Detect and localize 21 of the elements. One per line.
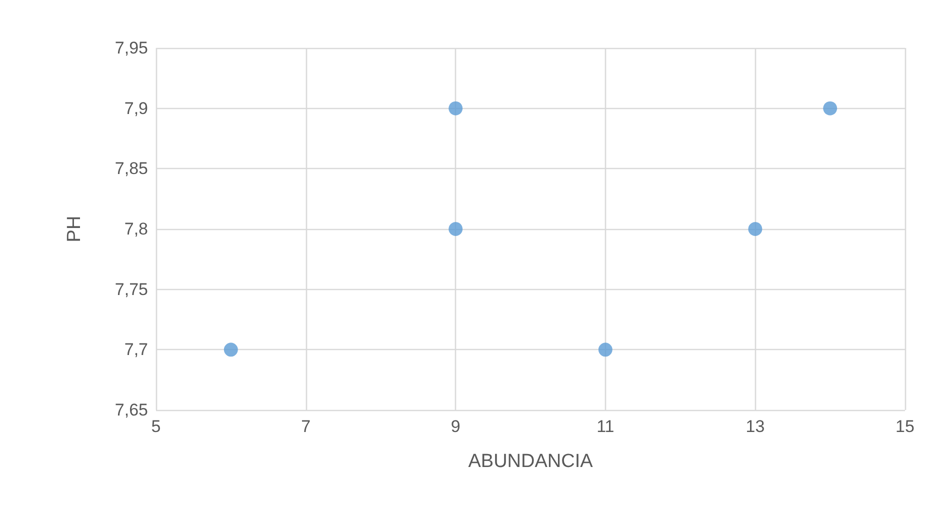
y-tick-label: 7,65	[114, 400, 148, 420]
y-tick-label: 7,75	[114, 280, 148, 299]
x-tick-label: 13	[746, 417, 765, 436]
x-axis-title: ABUNDANCIA	[468, 451, 594, 472]
point	[823, 101, 838, 116]
x-tick-label: 11	[596, 417, 614, 436]
x-tick-label: 5	[151, 417, 161, 436]
point	[598, 342, 612, 357]
y-tick-label: 7,85	[114, 159, 148, 178]
y-tick-label: 7,8	[124, 220, 148, 238]
point	[224, 342, 238, 357]
point	[448, 222, 463, 236]
x-tick-label: 7	[301, 417, 311, 436]
y-tick-label: 7,9	[124, 98, 148, 118]
point	[448, 101, 463, 116]
x-tick-label: 15	[896, 417, 914, 436]
y-tick-label: 7,95	[114, 38, 148, 58]
point	[748, 222, 762, 236]
y-tick-label: 7,7	[124, 340, 148, 360]
x-tick-label: 9	[450, 417, 460, 436]
y-axis-title: PH	[64, 216, 85, 242]
